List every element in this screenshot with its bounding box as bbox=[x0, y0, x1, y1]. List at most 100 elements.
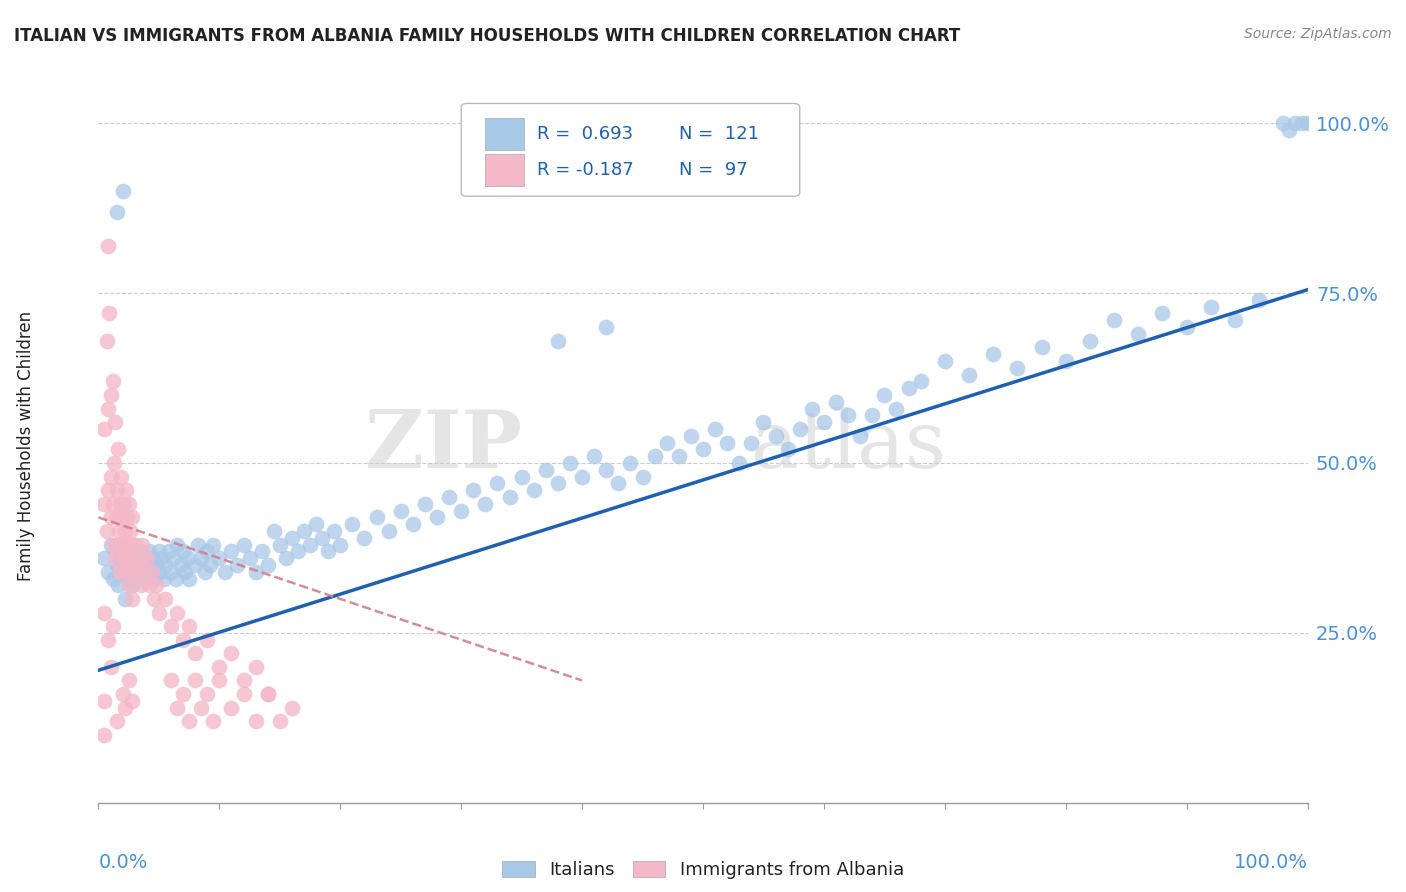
Point bbox=[245, 660, 267, 674]
Point bbox=[93, 606, 115, 620]
Point bbox=[256, 687, 278, 701]
Point bbox=[1054, 354, 1077, 368]
Point bbox=[957, 368, 980, 382]
Point bbox=[166, 537, 188, 551]
Point bbox=[837, 409, 859, 423]
Point bbox=[128, 551, 150, 566]
Point bbox=[981, 347, 1004, 361]
Point bbox=[765, 429, 787, 443]
Point bbox=[1175, 320, 1198, 334]
Point bbox=[141, 565, 163, 579]
Point bbox=[1249, 293, 1271, 307]
Point bbox=[198, 558, 221, 572]
Point bbox=[463, 483, 485, 498]
Point bbox=[1031, 341, 1053, 355]
Point bbox=[93, 497, 115, 511]
Point bbox=[134, 551, 156, 566]
Point bbox=[226, 558, 249, 572]
Point bbox=[728, 456, 751, 470]
Point bbox=[668, 449, 690, 463]
Point bbox=[179, 714, 201, 729]
Point bbox=[498, 490, 520, 504]
Point bbox=[143, 591, 166, 606]
Bar bbox=[485, 118, 524, 150]
Point bbox=[426, 510, 449, 524]
FancyBboxPatch shape bbox=[461, 103, 800, 196]
Point bbox=[177, 551, 200, 566]
Point bbox=[104, 415, 127, 429]
Text: ZIP: ZIP bbox=[364, 407, 522, 485]
Point bbox=[105, 714, 128, 729]
Point bbox=[93, 694, 115, 708]
Point bbox=[118, 551, 141, 566]
Point bbox=[377, 524, 399, 538]
Point bbox=[118, 673, 141, 688]
Point bbox=[179, 619, 201, 633]
Point bbox=[93, 728, 115, 742]
Point bbox=[117, 537, 139, 551]
Point bbox=[813, 415, 835, 429]
Point bbox=[1128, 326, 1150, 341]
Point bbox=[118, 558, 141, 572]
Point bbox=[571, 469, 593, 483]
Point bbox=[96, 334, 118, 348]
Point bbox=[389, 503, 412, 517]
Point bbox=[97, 632, 120, 647]
Point bbox=[97, 565, 120, 579]
Point bbox=[245, 565, 267, 579]
Point bbox=[607, 476, 630, 491]
Point bbox=[148, 565, 170, 579]
Point bbox=[121, 544, 143, 558]
Point bbox=[145, 578, 167, 592]
Text: R = -0.187: R = -0.187 bbox=[537, 161, 634, 178]
Point bbox=[124, 565, 146, 579]
Point bbox=[547, 334, 569, 348]
Point bbox=[134, 565, 156, 579]
Point bbox=[299, 537, 322, 551]
Point bbox=[166, 700, 188, 714]
Point bbox=[93, 422, 115, 436]
Point bbox=[108, 524, 131, 538]
Point bbox=[269, 537, 291, 551]
Point bbox=[114, 565, 136, 579]
Point bbox=[179, 572, 201, 586]
Point bbox=[190, 700, 212, 714]
Point bbox=[232, 537, 254, 551]
Point bbox=[619, 456, 641, 470]
Point bbox=[127, 558, 149, 572]
Point bbox=[860, 409, 883, 423]
Point bbox=[142, 551, 165, 566]
Point bbox=[232, 673, 254, 688]
Point bbox=[100, 660, 122, 674]
Text: Source: ZipAtlas.com: Source: ZipAtlas.com bbox=[1244, 27, 1392, 41]
Point bbox=[107, 442, 129, 457]
Point bbox=[135, 551, 157, 566]
Point bbox=[195, 632, 218, 647]
Point bbox=[292, 524, 315, 538]
Point bbox=[679, 429, 702, 443]
Point bbox=[184, 646, 207, 660]
Point bbox=[366, 510, 388, 524]
Point bbox=[187, 537, 209, 551]
Point bbox=[486, 476, 509, 491]
Point bbox=[104, 551, 127, 566]
Point bbox=[1296, 116, 1319, 130]
Point bbox=[547, 476, 569, 491]
Point bbox=[160, 565, 183, 579]
Point bbox=[595, 320, 617, 334]
Point bbox=[112, 497, 135, 511]
Text: N =  97: N = 97 bbox=[679, 161, 748, 178]
Point bbox=[100, 388, 122, 402]
Point bbox=[269, 714, 291, 729]
Point bbox=[111, 565, 134, 579]
Point bbox=[107, 578, 129, 592]
Text: Family Households with Children: Family Households with Children bbox=[17, 311, 35, 581]
Point bbox=[172, 687, 194, 701]
Point bbox=[118, 578, 141, 592]
Point bbox=[127, 565, 149, 579]
Point bbox=[274, 551, 297, 566]
Point bbox=[194, 565, 217, 579]
Point bbox=[148, 544, 170, 558]
Point bbox=[104, 544, 127, 558]
Point bbox=[208, 551, 231, 566]
